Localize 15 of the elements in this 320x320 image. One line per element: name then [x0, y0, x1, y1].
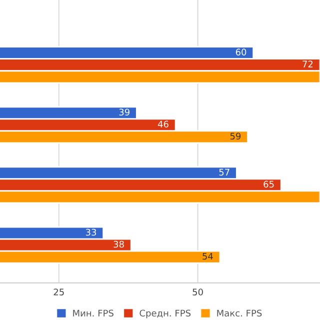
data-label: 65	[264, 180, 274, 188]
legend-label: Макс. FPS	[217, 310, 262, 317]
data-label: 72	[302, 60, 313, 68]
data-label: 54	[202, 252, 213, 260]
data-label: 33	[86, 228, 96, 236]
data-label: 57	[219, 168, 230, 176]
x-tick-label: 25	[54, 288, 64, 296]
data-label: 60	[236, 48, 246, 56]
data-label: 39	[119, 108, 130, 116]
x-tick-label: 50	[192, 288, 203, 296]
legend-label: Средн. FPS	[140, 310, 191, 318]
data-label: 46	[158, 120, 168, 128]
data-label: 38	[114, 240, 124, 248]
data-label: 59	[230, 132, 241, 140]
legend-label: Мин. FPS	[73, 310, 114, 317]
